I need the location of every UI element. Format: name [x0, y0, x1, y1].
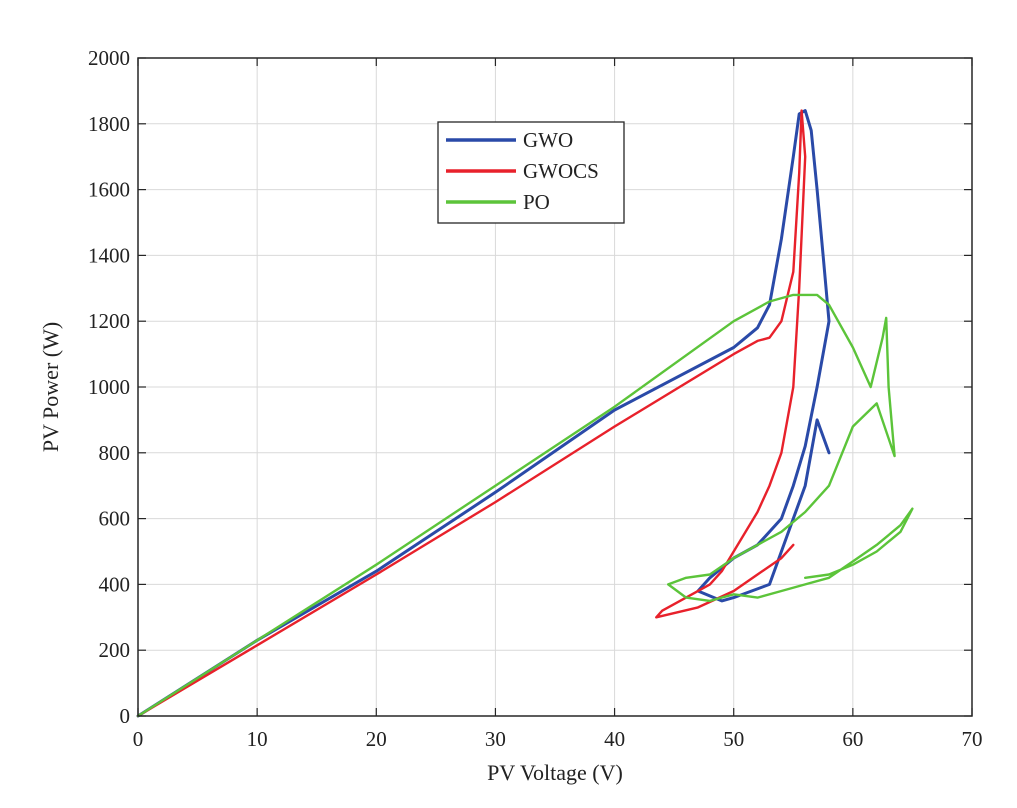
y-tick-label: 400 — [99, 572, 131, 596]
y-tick-label: 1800 — [88, 112, 130, 136]
legend-label-gwo: GWO — [523, 128, 573, 152]
legend-label-po: PO — [523, 190, 550, 214]
tick-layer: 0 10 20 30 40 50 60 70 0 200 400 600 800 1000 1200 1400… — [88, 46, 983, 751]
y-tick-label: 1400 — [88, 243, 130, 267]
x-tick-label: 70 — [962, 727, 983, 751]
legend: GWO GWOCS PO — [437, 121, 625, 224]
series-line-gwo — [136, 109, 831, 718]
y-axis-label: PV Power (W) — [38, 322, 63, 452]
x-tick-label: 30 — [485, 727, 506, 751]
x-tick-label: 0 — [133, 727, 144, 751]
x-tick-label: 60 — [842, 727, 863, 751]
x-tick-label: 50 — [723, 727, 744, 751]
y-tick-label: 800 — [99, 441, 131, 465]
y-tick-label: 200 — [99, 638, 131, 662]
y-tick-label: 1000 — [88, 375, 130, 399]
y-tick-label: 1600 — [88, 178, 130, 202]
x-axis-label: PV Voltage (V) — [487, 760, 623, 785]
legend-label-gwocs: GWOCS — [523, 159, 599, 183]
x-tick-label: 40 — [604, 727, 625, 751]
x-tick-label: 20 — [366, 727, 387, 751]
series-line-gwocs — [136, 109, 807, 718]
series-layer — [136, 109, 914, 718]
y-tick-label: 2000 — [88, 46, 130, 70]
y-tick-label: 600 — [99, 507, 131, 531]
series-line-po — [136, 293, 914, 718]
x-tick-label: 10 — [247, 727, 268, 751]
y-tick-label: 1200 — [88, 309, 130, 333]
y-tick-label: 0 — [120, 704, 131, 728]
